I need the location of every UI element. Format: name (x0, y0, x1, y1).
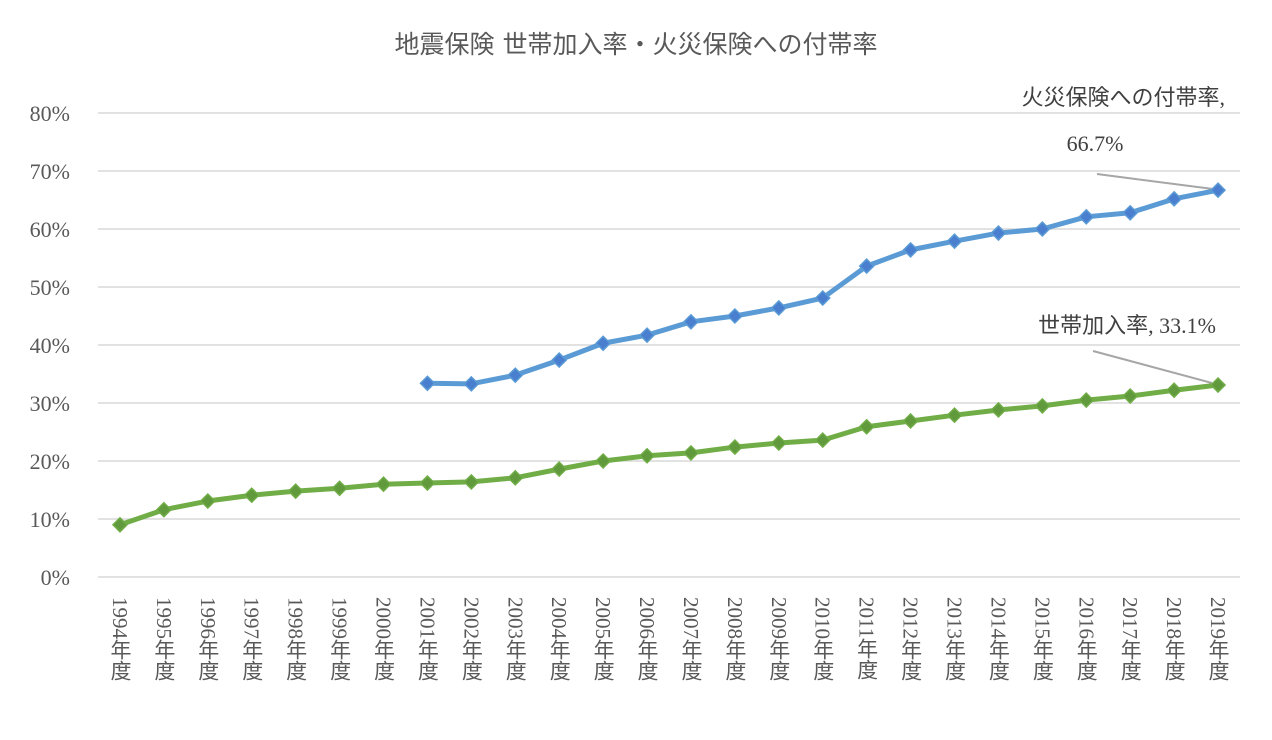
x-tick-label: 2012年度 (899, 597, 923, 681)
x-tick-label: 2017年度 (1118, 597, 1142, 681)
annotation: 世帯加入率, 33.1% (1038, 313, 1216, 338)
data-point (902, 241, 919, 258)
y-tick-label: 40% (30, 333, 70, 358)
data-point (419, 474, 436, 492)
data-point (419, 375, 436, 392)
data-point (155, 501, 172, 518)
data-point (858, 418, 875, 435)
data-point (726, 307, 743, 325)
series-line (119, 382, 1219, 528)
x-tick-label: 1997年度 (240, 597, 264, 681)
annotation: 66.7% (1067, 131, 1124, 156)
y-tick-label: 30% (30, 391, 70, 416)
y-tick-label: 50% (30, 275, 70, 300)
data-point (946, 233, 963, 250)
data-point (111, 516, 129, 533)
data-point (331, 480, 348, 497)
x-tick-label: 2008年度 (723, 597, 747, 681)
data-point (551, 352, 568, 369)
x-tick-label: 2018年度 (1162, 597, 1186, 681)
y-tick-label: 10% (30, 507, 70, 532)
x-tick-label: 2015年度 (1030, 597, 1054, 681)
data-point (814, 289, 831, 307)
data-point (507, 367, 524, 384)
data-point (990, 401, 1007, 419)
data-point (595, 452, 612, 470)
y-tick-label: 20% (30, 449, 70, 474)
data-point (1122, 204, 1139, 221)
leader-line (1092, 350, 1213, 384)
y-tick-label: 70% (30, 159, 70, 184)
x-tick-label: 2014年度 (986, 597, 1010, 681)
data-point (1166, 190, 1183, 207)
data-point (287, 483, 304, 500)
data-point (814, 432, 831, 449)
x-tick-label: 2006年度 (635, 597, 659, 681)
x-tick-label: 2019年度 (1206, 597, 1230, 681)
x-tick-label: 1999年度 (328, 597, 352, 681)
x-tick-label: 2009年度 (767, 597, 791, 681)
data-point (638, 447, 656, 464)
x-tick-label: 1995年度 (152, 597, 176, 681)
data-point (199, 492, 216, 510)
data-point (946, 407, 963, 424)
y-tick-label: 80% (30, 101, 70, 126)
x-tick-label: 1994年度 (108, 597, 132, 681)
data-point (990, 224, 1007, 242)
data-point (682, 444, 700, 461)
data-point (726, 439, 743, 456)
data-point (595, 335, 612, 352)
x-tick-label: 2013年度 (943, 597, 967, 681)
x-tick-label: 2005年度 (591, 597, 615, 681)
x-tick-label: 2001年度 (415, 597, 439, 681)
data-point (243, 487, 260, 504)
x-tick-label: 1998年度 (284, 597, 308, 681)
data-point (1209, 376, 1227, 394)
data-point (1166, 382, 1183, 399)
leader-line (1096, 173, 1214, 190)
data-point (1034, 220, 1051, 238)
data-point (1078, 208, 1095, 225)
y-tick-label: 60% (30, 217, 70, 242)
data-point (1034, 397, 1051, 414)
y-tick-label: 0% (41, 565, 70, 590)
x-tick-label: 2007年度 (679, 597, 703, 681)
data-point (551, 461, 568, 478)
data-point (375, 476, 392, 493)
data-point (858, 258, 875, 275)
data-point (770, 299, 787, 316)
x-tick-label: 2016年度 (1074, 597, 1098, 681)
x-tick-label: 2003年度 (503, 597, 527, 681)
x-tick-label: 2004年度 (547, 597, 571, 681)
x-tick-label: 1996年度 (196, 597, 220, 681)
data-point (1209, 182, 1227, 199)
x-tick-label: 2002年度 (459, 597, 483, 681)
chart-title: 地震保険 世帯加入率・火災保険への付帯率 (395, 30, 878, 59)
x-tick-label: 2010年度 (811, 597, 835, 681)
data-point (902, 412, 919, 430)
annotation: 火災保険への付帯率, (1021, 85, 1225, 110)
data-point (507, 469, 524, 486)
x-tick-label: 2000年度 (372, 597, 396, 681)
data-point (463, 473, 480, 490)
data-point (770, 434, 787, 452)
x-tick-label: 2011年度 (855, 597, 879, 681)
data-point (638, 327, 656, 344)
data-point (1078, 392, 1095, 409)
data-point (463, 375, 480, 392)
data-point (1122, 387, 1139, 405)
data-point (682, 313, 700, 330)
